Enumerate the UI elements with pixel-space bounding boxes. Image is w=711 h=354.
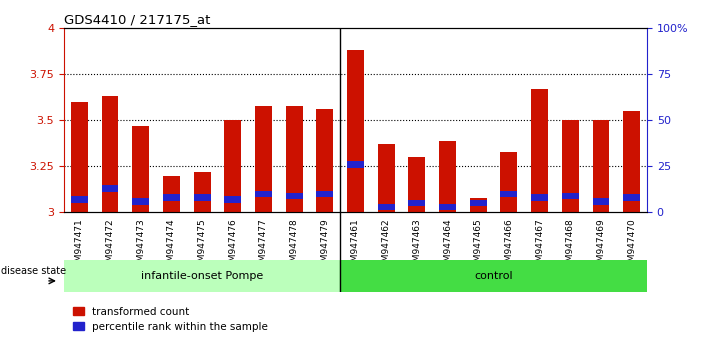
Bar [470,198,486,212]
Bar [71,102,87,212]
Text: disease state: disease state [1,266,66,276]
Bar [163,176,180,212]
Text: infantile-onset Pompe: infantile-onset Pompe [141,271,263,281]
Bar [340,260,647,292]
Bar [501,152,518,212]
Bar [255,105,272,212]
Bar [592,120,609,212]
Bar [255,191,272,197]
Bar [347,50,364,212]
Bar [439,141,456,212]
Bar [531,89,548,212]
Bar [163,194,180,201]
Bar [531,194,548,201]
Bar [408,200,425,206]
Bar [347,161,364,168]
Bar [624,111,640,212]
Legend: transformed count, percentile rank within the sample: transformed count, percentile rank withi… [69,303,272,336]
Text: GDS4410 / 217175_at: GDS4410 / 217175_at [64,13,210,26]
Bar [501,191,518,197]
Bar [439,204,456,210]
Bar [470,200,486,206]
Bar [193,172,210,212]
Bar [132,126,149,212]
Bar [316,191,333,197]
Bar [225,120,241,212]
Bar [624,194,640,201]
Bar [562,120,579,212]
Bar [64,260,340,292]
Bar [378,144,395,212]
Bar [408,157,425,212]
Bar [316,109,333,212]
Bar [132,198,149,205]
Bar [286,193,303,199]
Bar [102,96,119,212]
Bar [102,185,119,192]
Bar [378,204,395,210]
Bar [71,196,87,203]
Bar [592,198,609,205]
Bar [225,196,241,203]
Bar [562,193,579,199]
Text: control: control [474,271,513,281]
Bar [286,105,303,212]
Bar [193,194,210,201]
